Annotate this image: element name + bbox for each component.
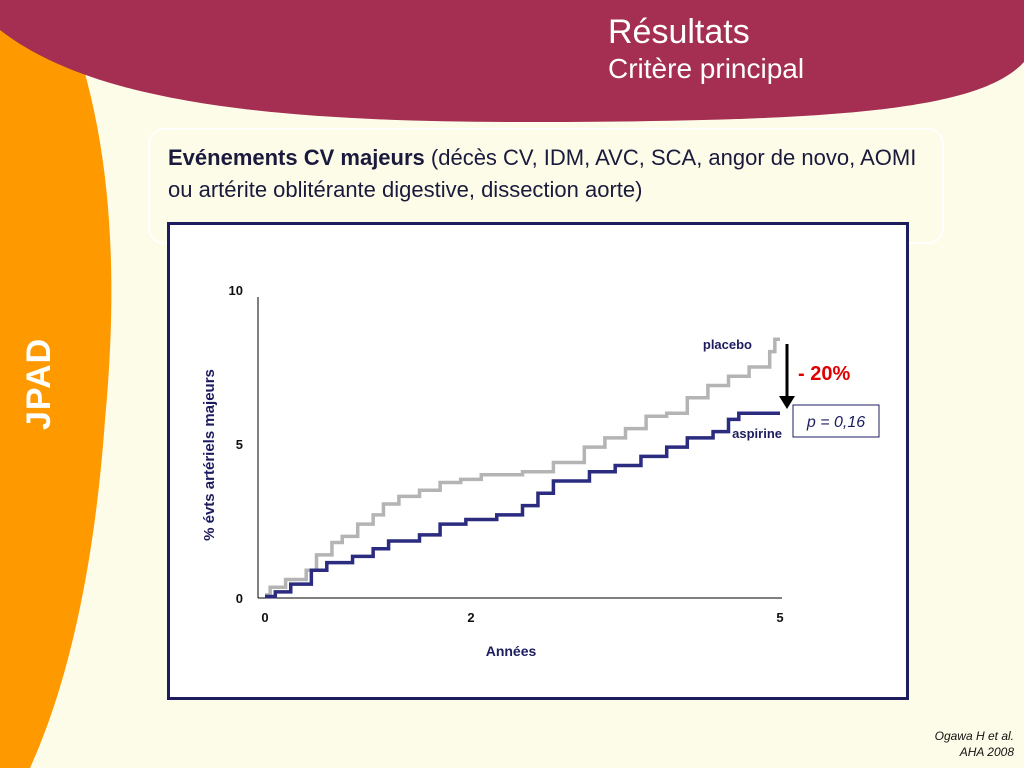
chart-frame bbox=[167, 222, 909, 700]
slide-title-block: Résultats Critère principal bbox=[608, 12, 804, 86]
y-tick-label: 5 bbox=[236, 437, 243, 452]
reduction-arrow-head bbox=[779, 396, 795, 409]
y-axis-label: % évts artériels majeurs bbox=[201, 369, 218, 541]
pvalue-label: p = 0,16 bbox=[806, 414, 865, 431]
x-tick-label: 5 bbox=[776, 610, 783, 625]
series-line-placebo bbox=[265, 337, 780, 597]
x-axis-label: Années bbox=[486, 643, 537, 659]
reference-line1: Ogawa H et al. bbox=[934, 729, 1014, 743]
x-tick-label: 0 bbox=[261, 610, 268, 625]
intro-rest: (décès CV, IDM, AVC, SCA, angor de novo,… bbox=[168, 145, 917, 202]
series-label-aspirine: aspirine bbox=[732, 426, 782, 441]
y-tick-label: 10 bbox=[229, 283, 243, 298]
series-line-aspirine bbox=[265, 411, 780, 599]
intro-bold: Evénements CV majeurs bbox=[168, 145, 425, 170]
slide-title: Résultats bbox=[608, 13, 750, 51]
reference-line2: AHA 2008 bbox=[959, 745, 1014, 759]
x-tick-label: 2 bbox=[467, 610, 474, 625]
pvalue-box bbox=[792, 404, 880, 438]
series-label-placebo: placebo bbox=[703, 337, 752, 352]
header-band bbox=[0, 0, 1024, 122]
orange-sidebar-shape bbox=[0, 0, 112, 768]
reduction-label: - 20% bbox=[798, 363, 850, 385]
reference: Ogawa H et al. AHA 2008 bbox=[935, 728, 1014, 760]
intro-text: Evénements CV majeurs (décès CV, IDM, AV… bbox=[168, 142, 924, 206]
y-tick-label: 0 bbox=[236, 591, 243, 606]
slide-subtitle: Critère principal bbox=[608, 53, 805, 84]
